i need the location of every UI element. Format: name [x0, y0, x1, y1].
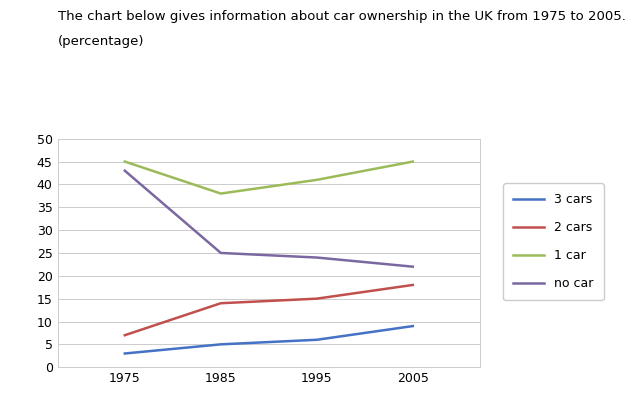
3 cars	[409, 324, 417, 328]
no car	[121, 168, 129, 173]
2 cars	[409, 282, 417, 287]
Line: 2 cars: 2 cars	[125, 285, 413, 335]
no car	[313, 255, 321, 260]
Line: no car: no car	[125, 171, 413, 267]
no car	[409, 264, 417, 269]
1 car	[409, 159, 417, 164]
2 cars	[217, 301, 225, 306]
no car	[217, 251, 225, 255]
3 cars	[217, 342, 225, 347]
Line: 1 car: 1 car	[125, 162, 413, 193]
1 car	[217, 191, 225, 196]
1 car	[121, 159, 129, 164]
Text: (percentage): (percentage)	[58, 35, 144, 48]
Line: 3 cars: 3 cars	[125, 326, 413, 353]
2 cars	[313, 296, 321, 301]
2 cars	[121, 333, 129, 338]
Legend: 3 cars, 2 cars, 1 car, no car: 3 cars, 2 cars, 1 car, no car	[503, 183, 604, 300]
3 cars	[313, 337, 321, 342]
3 cars	[121, 351, 129, 356]
1 car	[313, 177, 321, 182]
Text: The chart below gives information about car ownership in the UK from 1975 to 200: The chart below gives information about …	[58, 10, 625, 23]
